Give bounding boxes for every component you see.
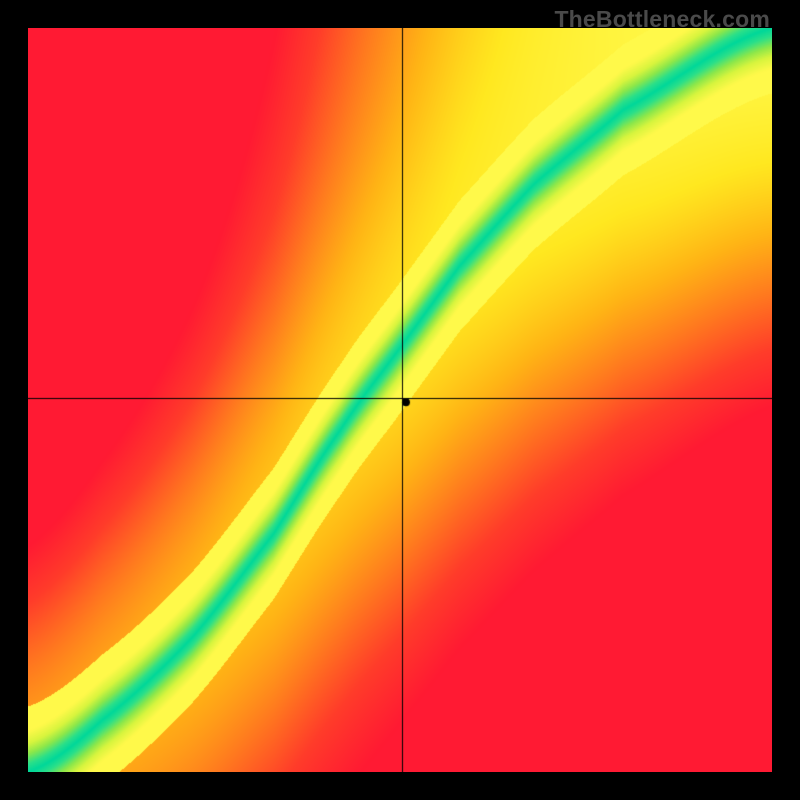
plot-area	[28, 28, 772, 772]
heatmap-canvas	[28, 28, 772, 772]
watermark-text: TheBottleneck.com	[554, 6, 770, 33]
outer-frame: TheBottleneck.com	[0, 0, 800, 800]
